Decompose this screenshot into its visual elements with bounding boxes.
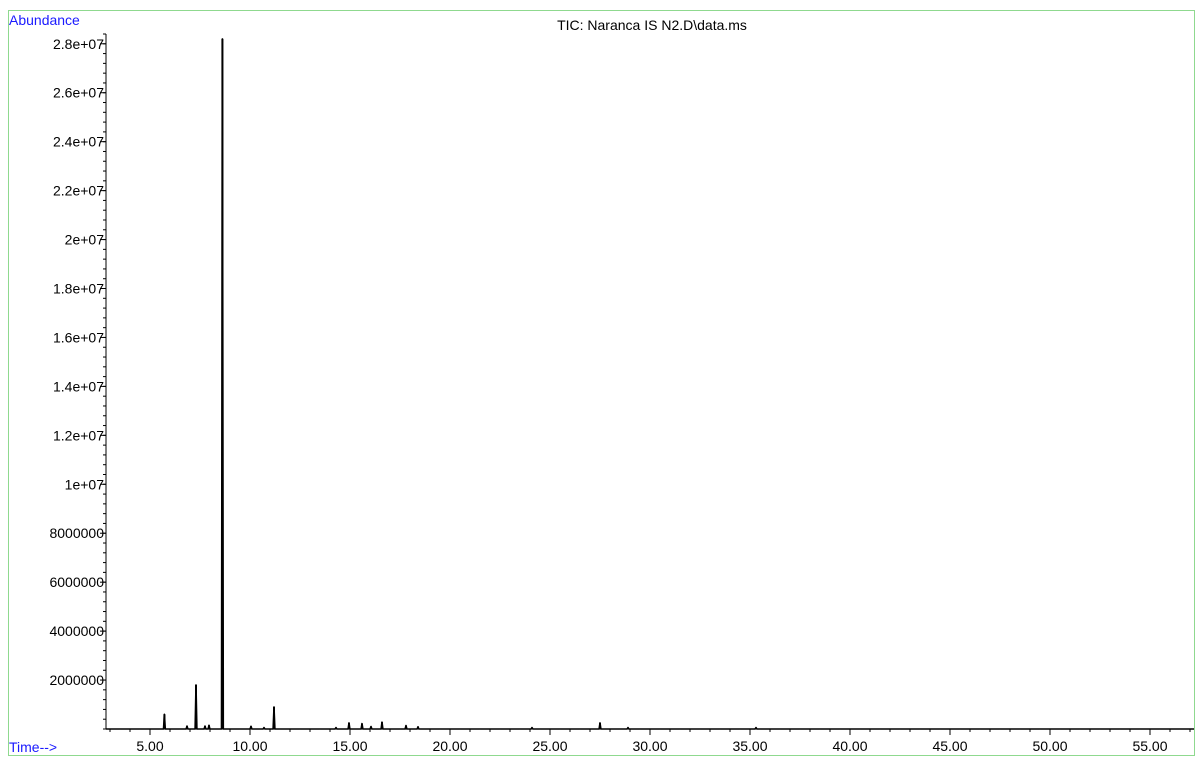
x-tick-label: 45.00 <box>932 738 967 754</box>
y-tick-label: 6000000 <box>49 574 104 590</box>
x-tick-label: 30.00 <box>632 738 667 754</box>
y-tick-label: 2.4e+07 <box>53 134 104 150</box>
y-tick-label: 2e+07 <box>65 232 105 248</box>
tic-trace <box>106 38 1194 730</box>
chart-border <box>8 10 1195 756</box>
x-tick-label: 55.00 <box>1132 738 1167 754</box>
x-tick-label: 15.00 <box>332 738 367 754</box>
y-tick-label: 1e+07 <box>65 476 105 492</box>
y-tick-label: 8000000 <box>49 525 104 541</box>
x-tick-label: 35.00 <box>732 738 767 754</box>
y-tick-label: 1.8e+07 <box>53 281 104 297</box>
x-tick-label: 40.00 <box>832 738 867 754</box>
y-tick-label: 2000000 <box>49 672 104 688</box>
peak-marks <box>163 38 757 729</box>
x-tick-label: 5.00 <box>136 738 163 754</box>
y-tick-label: 1.2e+07 <box>53 427 104 443</box>
x-tick-label: 20.00 <box>432 738 467 754</box>
y-tick-label: 2.2e+07 <box>53 183 104 199</box>
x-axis-label: Time--> <box>9 739 57 755</box>
y-tick-label: 2.6e+07 <box>53 85 104 101</box>
x-tick-label: 10.00 <box>232 738 267 754</box>
x-tick-label: 50.00 <box>1032 738 1067 754</box>
y-tick-label: 4000000 <box>49 623 104 639</box>
y-tick-label: 2.8e+07 <box>53 36 104 52</box>
y-tick-label: 1.6e+07 <box>53 329 104 345</box>
y-axis: 2000000 4000000 6000000 8000000 1e+07 1.2e+07… <box>49 33 106 730</box>
y-axis-label: Abundance <box>9 12 80 28</box>
y-tick-label: 1.4e+07 <box>53 378 104 394</box>
chart-title: TIC: Naranca IS N2.D\data.ms <box>557 17 747 33</box>
x-tick-label: 25.00 <box>532 738 567 754</box>
x-axis: 5.00 10.00 15.00 20.00 25.00 30.00 35.00 40.00 4… <box>109 729 1191 754</box>
